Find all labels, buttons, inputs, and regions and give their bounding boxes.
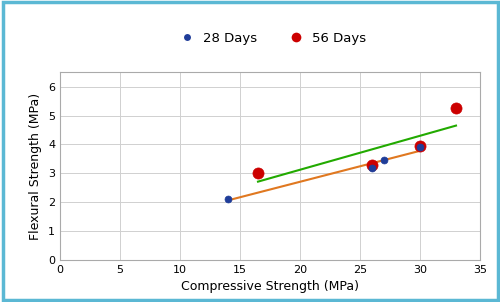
Point (254, 171, 262, 176)
Point (368, 165, 376, 170)
Point (416, 143, 424, 148)
Point (452, 106, 460, 111)
Y-axis label: Flexural Strength (MPa): Flexural Strength (MPa) (30, 92, 43, 240)
Legend: 28 Days, 56 Days: 28 Days, 56 Days (168, 27, 372, 50)
Point (416, 145, 424, 150)
Point (380, 158, 388, 163)
Point (368, 162, 376, 167)
X-axis label: Compressive Strength (MPa): Compressive Strength (MPa) (181, 280, 359, 293)
Point (224, 197, 232, 202)
